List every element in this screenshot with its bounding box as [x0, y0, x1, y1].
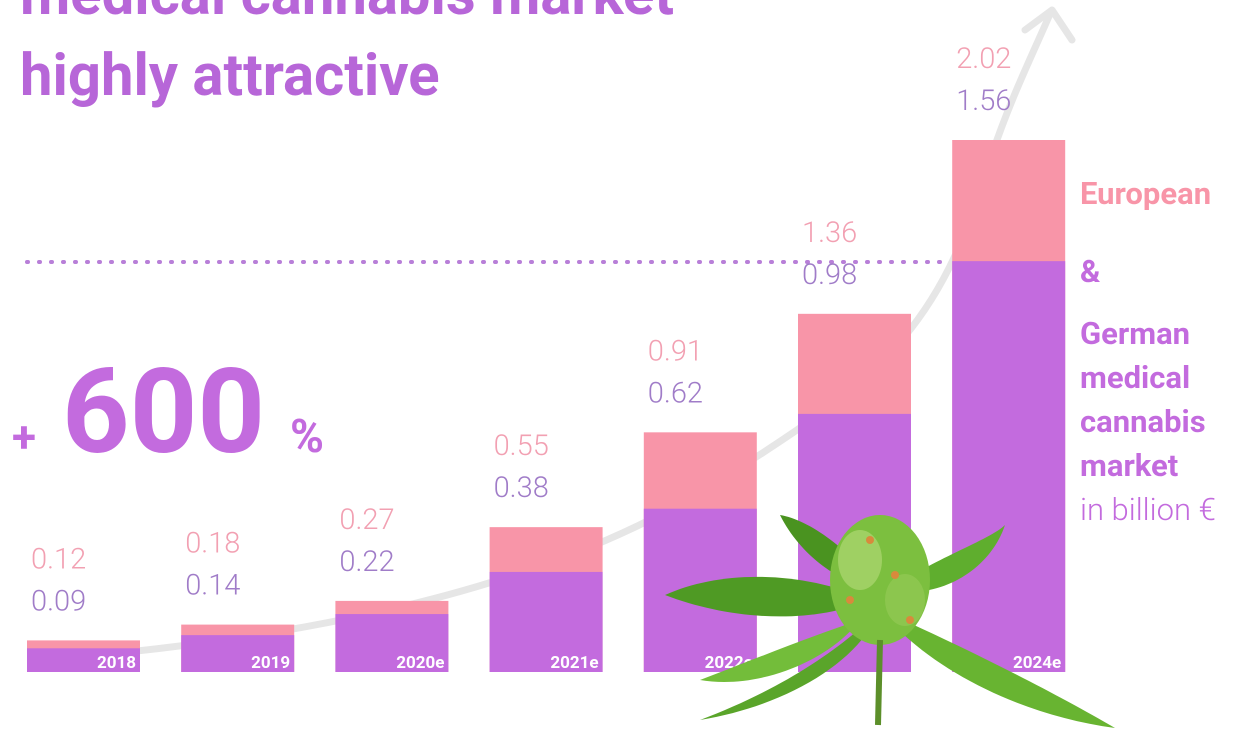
trend-arrow	[36, 10, 1054, 664]
value-label: 0.14	[185, 569, 240, 603]
value-label: 1.36	[802, 216, 857, 250]
arrow-head	[1021, 6, 1076, 44]
value-label: 0.62	[648, 376, 703, 410]
legend: European & German medical cannabis marke…	[1080, 172, 1246, 532]
unit-label: in billion €	[1080, 491, 1216, 528]
value-label: 0.12	[31, 542, 86, 576]
bar	[27, 648, 140, 672]
legend-entry: German medical cannabis market	[1080, 315, 1206, 484]
bar	[181, 635, 295, 672]
x-tick-label: 2018	[97, 653, 136, 673]
legend-connector: &	[1080, 253, 1101, 290]
callout-unit: %	[290, 410, 324, 464]
value-label: 2.02	[956, 42, 1011, 76]
bar	[489, 571, 603, 672]
chart-title: medical cannabis market	[20, 0, 674, 29]
legend-entry: European	[1080, 175, 1212, 212]
value-label: 0.98	[802, 258, 857, 292]
value-label: 0.22	[339, 545, 394, 579]
plant-image	[665, 515, 1115, 728]
value-label: 0.27	[339, 503, 394, 537]
value-label: 0.09	[31, 584, 86, 618]
x-tick-label: 2021e	[550, 653, 598, 673]
value-label: 0.18	[185, 527, 240, 561]
value-label: 1.56	[956, 84, 1011, 118]
x-tick-label: 2019	[251, 653, 290, 673]
bar	[335, 614, 449, 672]
bar	[952, 261, 1066, 672]
value-label: 0.38	[494, 471, 549, 505]
callout-sign: +	[12, 411, 36, 463]
callout-number: 600	[62, 343, 265, 481]
value-label: 0.91	[648, 334, 703, 368]
value-label: 0.55	[494, 429, 549, 463]
x-tick-label: 2024e	[1013, 653, 1061, 673]
x-tick-label: 2020e	[396, 653, 444, 673]
chart-title: highly attractive	[20, 42, 440, 110]
